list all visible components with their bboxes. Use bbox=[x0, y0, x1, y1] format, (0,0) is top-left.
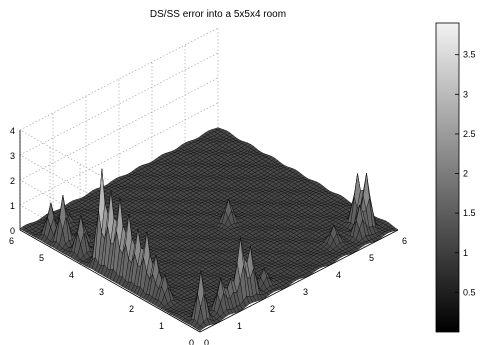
x-tick-label: 3 bbox=[303, 287, 308, 297]
colorbar: 0.5 1 1.5 2 2.5 3 3.5 bbox=[435, 22, 476, 333]
colorbar-tick-label: 2 bbox=[463, 169, 468, 179]
x-tick-label: 5 bbox=[369, 253, 374, 263]
y-tick-label: 3 bbox=[99, 287, 104, 297]
gridline bbox=[19, 129, 201, 233]
y-tick-label: 6 bbox=[9, 236, 14, 246]
error-surface bbox=[19, 127, 399, 331]
gridline bbox=[19, 27, 219, 131]
x-tick-label: 6 bbox=[402, 236, 407, 246]
colorbar-tick-label: 1.5 bbox=[463, 208, 476, 218]
y-axis-line bbox=[19, 229, 201, 333]
chart-title: DS/SS error into a 5x5x4 room bbox=[150, 9, 286, 20]
y-tick-label: 4 bbox=[69, 270, 74, 280]
z-tick-label: 2 bbox=[10, 176, 15, 186]
z-tick-label: 1 bbox=[10, 201, 15, 211]
colorbar-tick-label: 3.5 bbox=[463, 50, 476, 60]
x-tick-label: 2 bbox=[270, 304, 275, 314]
colorbar-gradient bbox=[435, 22, 460, 333]
colorbar-tick-label: 1 bbox=[463, 248, 468, 258]
z-tick-label: 4 bbox=[10, 126, 15, 136]
x-tick-label: 0 bbox=[204, 338, 209, 345]
gridline bbox=[19, 179, 201, 283]
gridline bbox=[19, 154, 201, 258]
y-tick-label: 0 bbox=[189, 338, 194, 345]
gridline bbox=[19, 52, 219, 156]
colorbar-tick-label: 3 bbox=[463, 89, 468, 99]
x-axis-line bbox=[199, 229, 399, 333]
z-tick-label: 3 bbox=[10, 151, 15, 161]
x-tick-label: 1 bbox=[237, 321, 242, 331]
y-tick-label: 5 bbox=[39, 253, 44, 263]
colorbar-tick-label: 2.5 bbox=[463, 129, 476, 139]
gridline bbox=[19, 102, 219, 206]
z-tick-label: 0 bbox=[10, 226, 15, 236]
y-tick-label: 1 bbox=[159, 321, 164, 331]
colorbar-tick-label: 0.5 bbox=[463, 287, 476, 297]
y-tick-label: 2 bbox=[129, 304, 134, 314]
gridline bbox=[19, 77, 219, 181]
x-tick-label: 4 bbox=[336, 270, 341, 280]
